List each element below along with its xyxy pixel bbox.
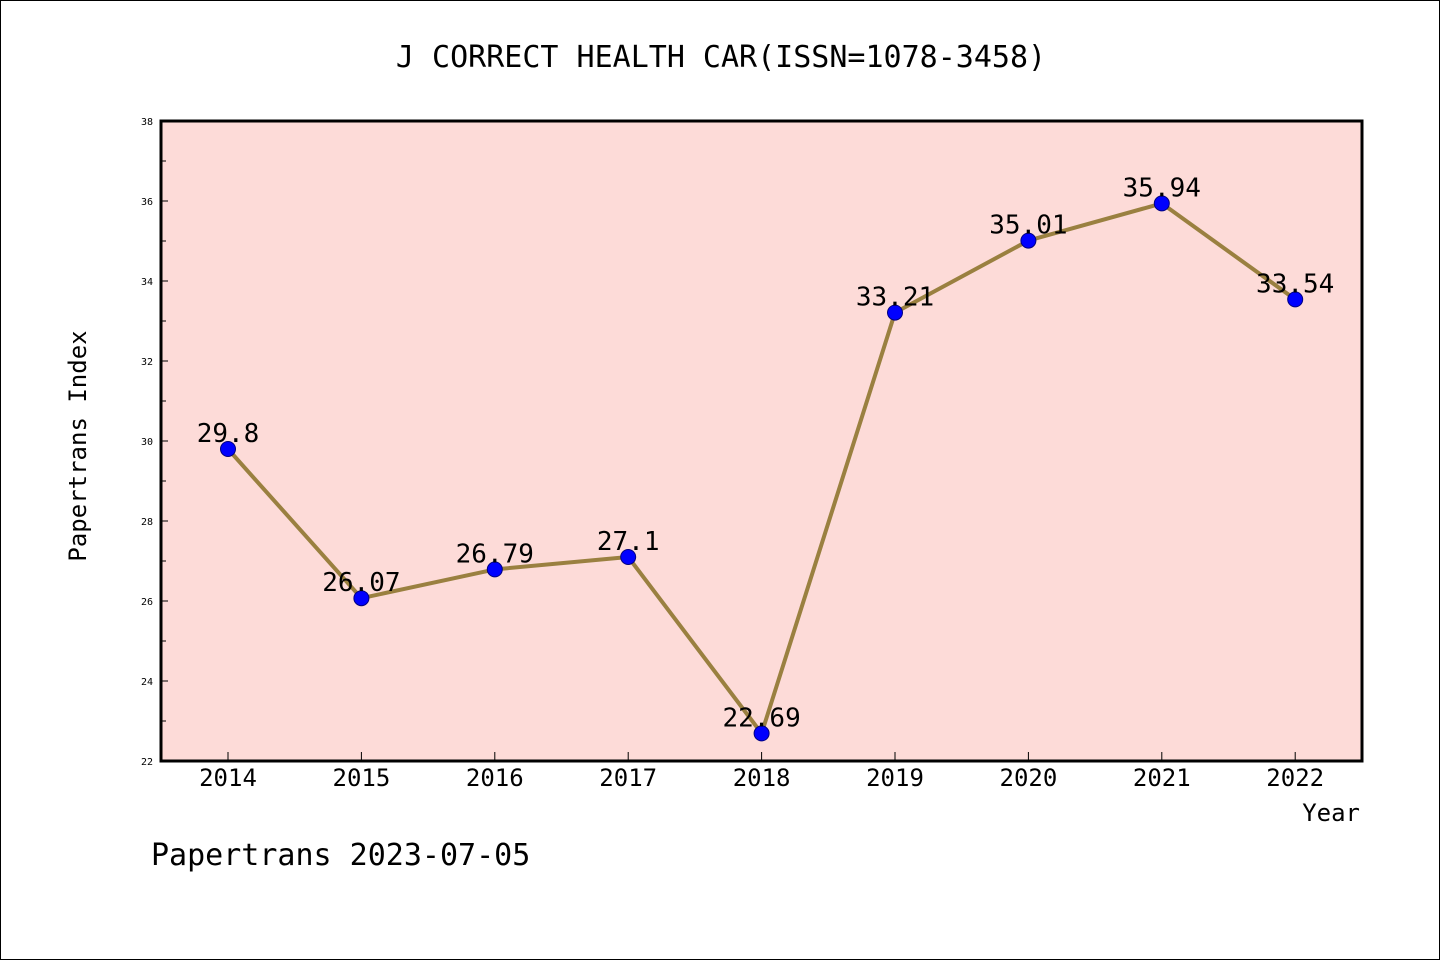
data-point [486, 561, 503, 578]
x-tick-label: 2021 [1133, 764, 1191, 792]
x-tick-label: 2019 [866, 764, 924, 792]
data-point [753, 725, 770, 742]
data-label: 26.79 [456, 539, 534, 569]
x-axis-ticks: 2014 2015 2016 2017 2018 2019 2020 2021 2022 [199, 752, 1324, 792]
data-point [220, 441, 236, 457]
data-label: 33.21 [856, 283, 934, 313]
y-tick-label: 24 [141, 677, 153, 688]
y-tick-label: 22 [141, 757, 153, 768]
y-tick-label: 36 [141, 197, 153, 208]
data-point [887, 304, 903, 321]
x-tick-label: 2020 [1000, 764, 1058, 792]
plot-border [159, 119, 1364, 763]
x-axis-label: Year [1302, 799, 1360, 827]
y-tick-label: 38 [141, 117, 153, 128]
y-tick-label: 30 [141, 437, 153, 448]
x-tick-label: 2016 [466, 764, 524, 792]
data-point [1287, 291, 1304, 308]
data-point [1020, 232, 1037, 249]
y-tick-label: 28 [141, 517, 153, 528]
data-label: 26.07 [322, 568, 400, 598]
data-point [1153, 195, 1170, 212]
y-axis-label: Papertrans Index [64, 330, 92, 561]
y-tick-label: 26 [141, 597, 153, 608]
y-tick-label: 32 [141, 357, 153, 368]
plot-area [161, 121, 1362, 761]
data-label: 35.01 [989, 211, 1067, 241]
data-label: 27.1 [597, 527, 660, 557]
data-label: 35.94 [1123, 173, 1201, 203]
x-tick-label: 2015 [333, 764, 391, 792]
data-point [620, 549, 637, 565]
x-tick-label: 2022 [1266, 764, 1324, 792]
data-points [220, 195, 1304, 742]
footer-text: Papertrans 2023-07-05 [151, 838, 530, 873]
x-tick-label: 2014 [199, 764, 257, 792]
data-label: 33.54 [1256, 269, 1334, 299]
x-tick-label: 2018 [733, 764, 791, 792]
y-tick-label: 34 [141, 277, 153, 288]
data-label: 29.8 [197, 419, 260, 449]
data-labels: 29.8 26.07 26.79 27.1 22.69 33.21 35.01 35.94 33… [197, 173, 1335, 733]
chart-title: J CORRECT HEALTH CAR(ISSN=1078-3458) [396, 40, 1046, 75]
x-tick-label: 2017 [599, 764, 657, 792]
data-point [353, 590, 370, 607]
data-label: 22.69 [722, 703, 800, 733]
